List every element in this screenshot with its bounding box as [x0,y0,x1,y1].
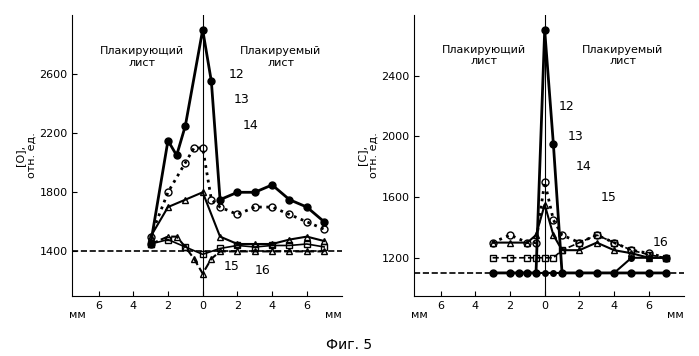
Y-axis label: [С],
отн. ед.: [С], отн. ед. [357,132,379,178]
Text: мм: мм [324,310,341,320]
Text: мм: мм [411,310,428,320]
Text: Плакируемый
лист: Плакируемый лист [240,46,322,68]
Text: 16: 16 [652,236,668,249]
Text: мм: мм [69,310,86,320]
Text: 14: 14 [243,119,259,132]
Text: Плакируемый
лист: Плакируемый лист [582,45,663,66]
Text: 13: 13 [568,130,583,143]
Text: Плакирующий
лист: Плакирующий лист [100,46,184,68]
Text: 14: 14 [576,160,591,173]
Text: 13: 13 [234,93,250,106]
Text: 12: 12 [559,100,575,112]
Text: 15: 15 [600,190,616,204]
Text: Плакирующий
лист: Плакирующий лист [442,45,526,66]
Text: 12: 12 [229,68,245,80]
Text: мм: мм [667,310,683,320]
Text: Фиг. 5: Фиг. 5 [326,338,373,352]
Y-axis label: [О],
отн. ед.: [О], отн. ед. [15,132,36,178]
Text: 16: 16 [254,264,271,277]
Text: 15: 15 [224,260,239,273]
